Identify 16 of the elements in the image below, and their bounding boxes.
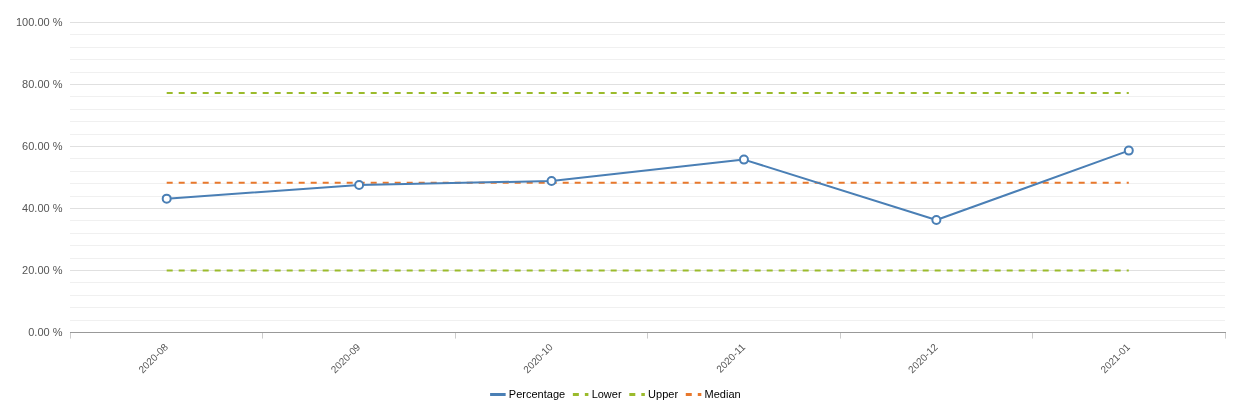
- point: [1123, 145, 1134, 156]
- point: [931, 215, 942, 226]
- point: [161, 193, 172, 204]
- point: [738, 154, 749, 165]
- y-tick-label: 0.00 %: [28, 325, 63, 338]
- y-tick-label: 60.00 %: [22, 139, 63, 152]
- legend-label: Lower: [591, 387, 622, 400]
- y-tick-label: 20.00 %: [22, 263, 63, 276]
- legend-label: Upper: [648, 387, 679, 400]
- point: [546, 175, 557, 186]
- y-tick-label: 100.00 %: [16, 15, 63, 28]
- y-tick-label: 40.00 %: [22, 201, 63, 214]
- point: [354, 180, 365, 191]
- legend-label: Percentage: [508, 387, 566, 400]
- y-tick-label: 80.00 %: [22, 77, 63, 90]
- legend-label: Median: [704, 387, 741, 400]
